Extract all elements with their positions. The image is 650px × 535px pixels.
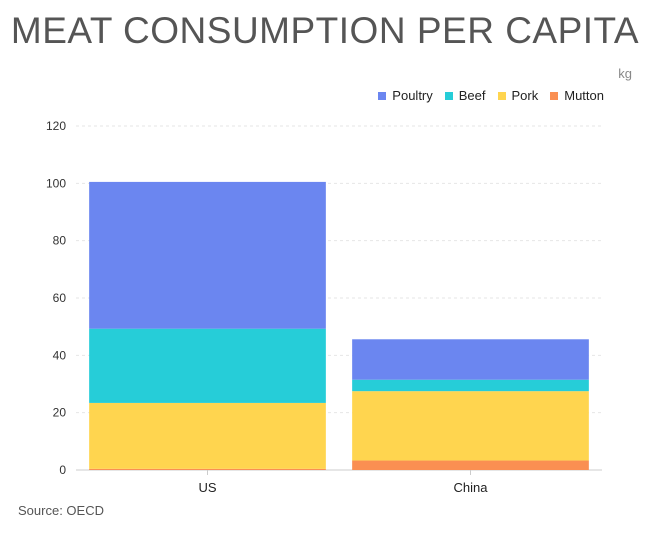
y-tick-label-100: 100 (46, 176, 66, 190)
bar-china-poultry[interactable] (352, 339, 589, 380)
y-tick-label-120: 120 (46, 119, 66, 133)
y-tick-label-40: 40 (53, 348, 67, 362)
legend-item-pork[interactable]: Pork (497, 88, 539, 103)
bar-china-beef[interactable] (352, 379, 589, 392)
unit-label: kg (618, 66, 632, 81)
y-tick-label-0: 0 (59, 463, 66, 477)
legend-item-poultry[interactable]: Poultry (378, 88, 433, 103)
bar-china-pork[interactable] (352, 391, 589, 461)
chart-title: MEAT CONSUMPTION PER CAPITA (10, 10, 640, 51)
y-tick-label-60: 60 (53, 291, 67, 305)
legend-swatch-poultry (378, 91, 387, 100)
y-tick-label-80: 80 (53, 234, 67, 248)
x-tick-label-us: US (198, 480, 216, 495)
legend-label-pork: Pork (511, 88, 539, 103)
bar-us-mutton[interactable] (89, 468, 326, 470)
y-tick-label-20: 20 (53, 406, 67, 420)
bar-us-pork[interactable] (89, 402, 326, 469)
legend-label-poultry: Poultry (392, 88, 433, 103)
x-tick-label-china: China (454, 480, 489, 495)
legend-label-mutton: Mutton (564, 88, 604, 103)
legend-item-beef[interactable]: Beef (444, 88, 486, 103)
legend-item-mutton[interactable]: Mutton (550, 88, 604, 103)
legend: Poultry Beef Pork Mutton (378, 88, 604, 103)
bar-us-poultry[interactable] (89, 181, 326, 329)
source-note: Source: OECD (18, 503, 104, 518)
legend-swatch-pork (497, 91, 506, 100)
bar-us-beef[interactable] (89, 328, 326, 403)
legend-label-beef: Beef (458, 88, 486, 103)
legend-swatch-mutton (550, 91, 559, 100)
legend-swatch-beef (444, 91, 453, 100)
bar-china-mutton[interactable] (352, 460, 589, 470)
